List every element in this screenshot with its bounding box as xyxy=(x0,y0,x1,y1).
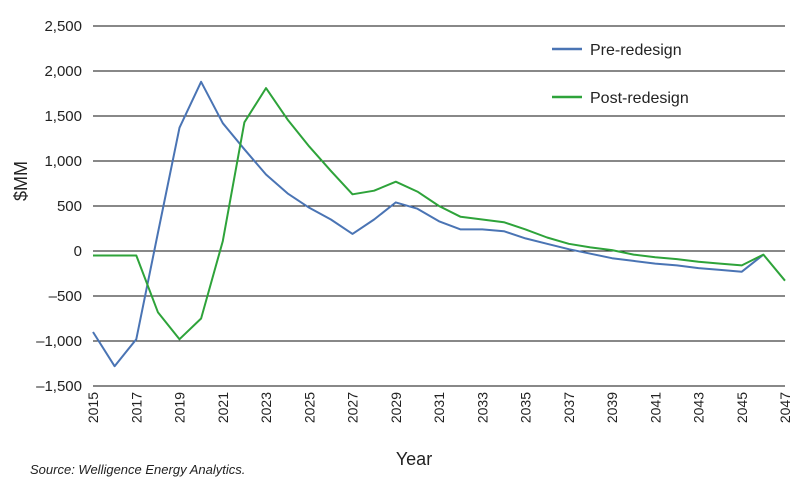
x-tick-label: 2015 xyxy=(85,392,101,423)
source-note: Source: Welligence Energy Analytics. xyxy=(30,462,246,477)
x-tick-label: 2021 xyxy=(215,392,231,423)
y-tick-label: –1,000 xyxy=(36,333,82,350)
x-tick-label: 2019 xyxy=(172,392,188,423)
y-tick-label: 1,500 xyxy=(44,108,82,125)
x-axis-title: Year xyxy=(396,449,432,469)
legend: Pre-redesign Post-redesign xyxy=(552,42,689,107)
y-tick-label: 0 xyxy=(74,243,82,260)
y-tick-label: 1,000 xyxy=(44,153,82,170)
x-tick-label: 2035 xyxy=(518,392,534,423)
y-tick-label: –500 xyxy=(49,288,82,305)
series-line-pre-redesign xyxy=(92,80,765,368)
x-tick-label: 2043 xyxy=(691,392,707,423)
y-tick-label: 500 xyxy=(57,198,82,215)
x-tick-label: 2023 xyxy=(258,392,274,423)
x-tick-label: 2029 xyxy=(388,392,404,423)
y-axis-ticks: 2,500 2,000 1,500 1,000 500 0 –500 –1,000 –1,500 xyxy=(36,18,82,395)
x-tick-label: 2045 xyxy=(734,392,750,423)
x-tick-label: 2047 xyxy=(777,392,793,423)
series-line-post-redesign xyxy=(93,87,786,341)
x-tick-label: 2025 xyxy=(301,392,317,423)
y-axis-title: $MM xyxy=(11,161,31,201)
x-axis-ticks: 2015 2017 2019 2021 2023 2025 2027 2029 2031 2033… xyxy=(85,392,793,423)
x-tick-label: 2031 xyxy=(431,392,447,423)
x-tick-label: 2033 xyxy=(474,392,490,423)
x-tick-label: 2037 xyxy=(561,392,577,423)
y-tick-label: –1,500 xyxy=(36,378,82,395)
x-tick-label: 2027 xyxy=(345,392,361,423)
y-tick-label: 2,500 xyxy=(44,18,82,35)
legend-label-pre-redesign: Pre-redesign xyxy=(590,42,682,59)
x-tick-label: 2039 xyxy=(604,392,620,423)
y-tick-label: 2,000 xyxy=(44,63,82,80)
x-tick-label: 2017 xyxy=(128,392,144,423)
legend-label-post-redesign: Post-redesign xyxy=(590,90,689,107)
series-lines xyxy=(92,80,786,368)
x-tick-label: 2041 xyxy=(647,392,663,423)
